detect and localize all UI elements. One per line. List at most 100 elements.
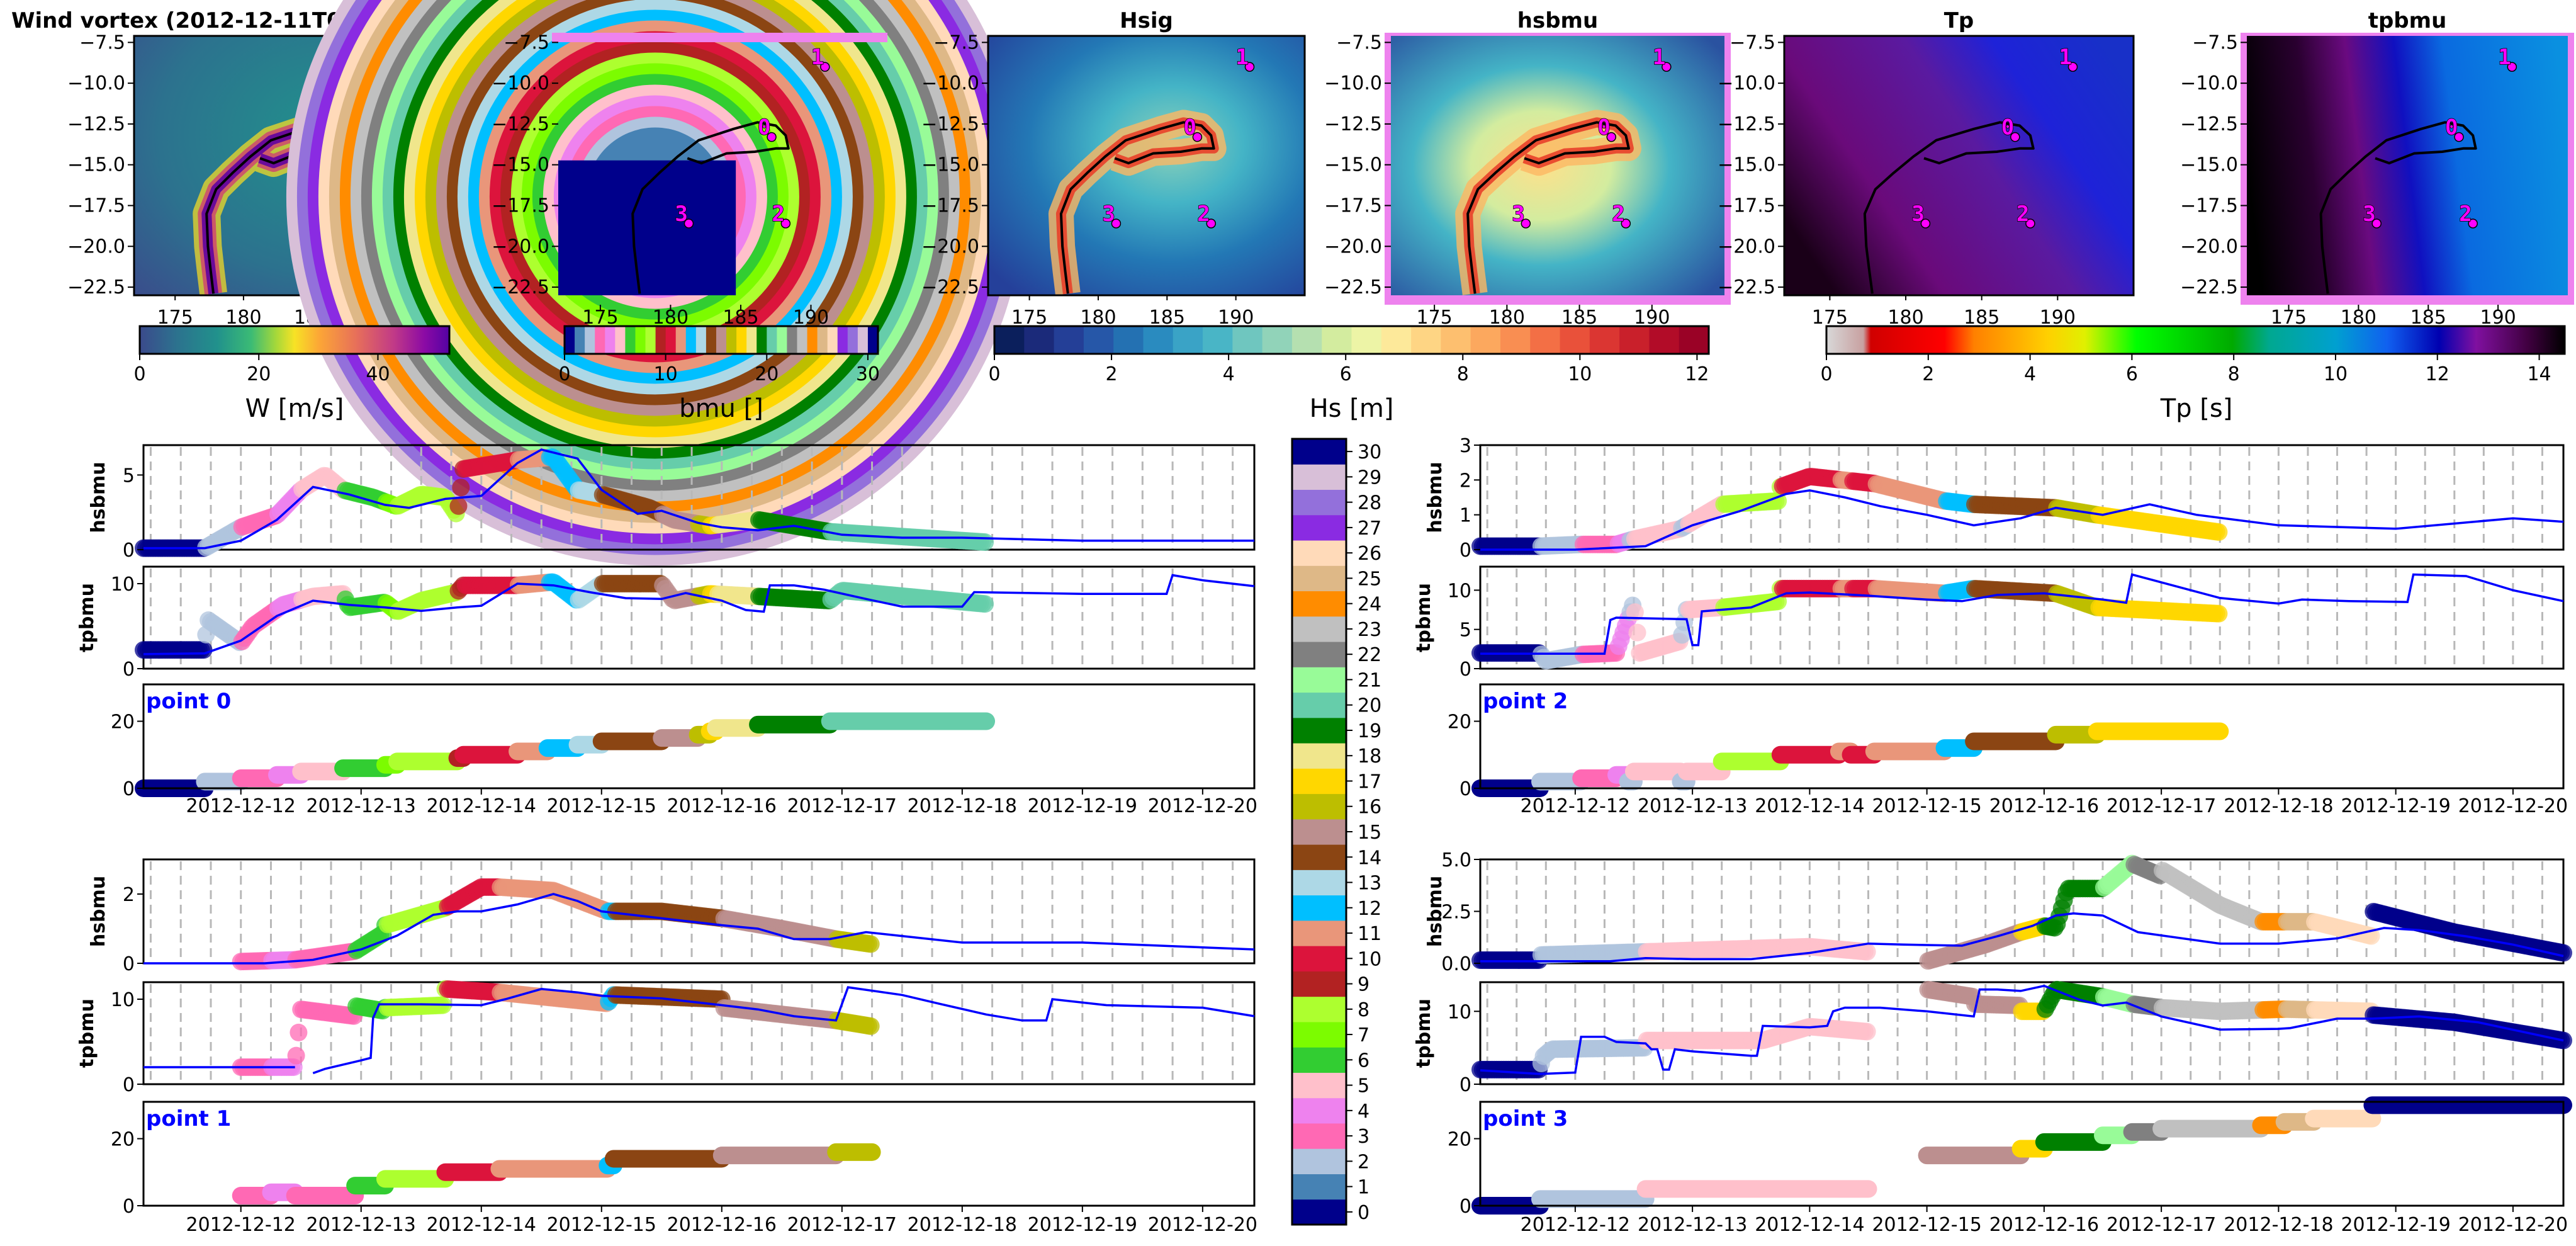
map-panel-tp: Tp 0 1 2 3 −7.5 −10.0 −12.5 −15.0 −17.5 −20.0 −22.5… xyxy=(1718,8,2135,329)
timeseries-point-1: 0 2 hsbmu 0 10 tpbmu 0 20 point 1 2012-12-12 2012-… xyxy=(76,858,1257,1236)
colorbar-tick: 5 xyxy=(1358,1075,1370,1097)
colorbar-tick: 13 xyxy=(1358,873,1381,895)
date-tick: 2012-12-12 xyxy=(186,795,296,817)
ytick: 20 xyxy=(1448,711,1471,733)
ytick: 5 xyxy=(123,465,135,487)
tpbmu-axes: 0 10 tpbmu xyxy=(1413,980,2572,1096)
ytick: 20 xyxy=(111,711,135,733)
colorbar-tick: 20 xyxy=(247,363,271,385)
map-xtick: 185 xyxy=(2410,307,2446,329)
colorbar-swatch-14 xyxy=(1292,844,1346,870)
point-marker-3 xyxy=(1521,218,1531,229)
bmu-axes: 0 20 point 3 2012-12-12 2012-12-13 2012-12-14… xyxy=(1448,1096,2572,1236)
colorbar-swatch-25 xyxy=(1292,565,1346,592)
colorbar-swatch-9 xyxy=(1292,971,1346,997)
ytick: 0 xyxy=(123,778,135,800)
point-marker-2 xyxy=(780,218,791,229)
map-title-tp: Tp xyxy=(1944,8,1974,33)
ylabel-tpbmu: tpbmu xyxy=(76,583,98,652)
bmu-marker xyxy=(1626,603,1644,621)
ytick: 0 xyxy=(1460,778,1471,800)
map-ytick: −7.5 xyxy=(1336,31,1382,54)
map-ytick: −17.5 xyxy=(921,195,979,217)
colorbar-tick: 15 xyxy=(1358,822,1381,844)
bmu-marker xyxy=(452,479,470,497)
map-xtick: 180 xyxy=(1887,307,1923,329)
ylabel-hsbmu: hsbmu xyxy=(87,876,110,947)
colorbar-tick: 17 xyxy=(1358,771,1381,793)
point-marker-0 xyxy=(1606,132,1617,142)
map-ytick: −22.5 xyxy=(921,276,979,298)
date-tick: 2012-12-13 xyxy=(307,1214,416,1236)
colorbar-tick: 20 xyxy=(755,363,779,385)
point-marker-3 xyxy=(2371,218,2382,229)
colorbar-label-hs: Hs [m] xyxy=(1310,394,1394,423)
ytick: 0 xyxy=(1460,1074,1471,1096)
ytick: 20 xyxy=(1448,1129,1471,1151)
map-xtick: 190 xyxy=(1634,307,1670,329)
point-marker-2 xyxy=(1621,218,1631,229)
date-tick: 2012-12-16 xyxy=(1989,795,2099,817)
colorbar-swatch-29 xyxy=(1292,464,1346,490)
date-tick: 2012-12-14 xyxy=(427,795,536,817)
ytick: 10 xyxy=(1448,1001,1471,1023)
hsbmu-axes: 0 2 hsbmu xyxy=(87,858,1256,975)
timeseries-point-3: 0.0 2.5 5.0 hsbmu 0 10 tpbmu 0 20 point 3 2012-12-… xyxy=(1413,849,2572,1236)
point-label-2: 2 xyxy=(772,201,784,227)
point-label-1: 1 xyxy=(2059,45,2071,70)
timeseries-point-0: 0 5 hsbmu 0 10 tpbmu 0 20 point 0 2012-12-12 2012-… xyxy=(76,444,1257,817)
colorbar-swatch-8 xyxy=(1292,996,1346,1022)
ytick: 10 xyxy=(111,574,135,596)
axes-frame xyxy=(142,444,1256,551)
colorbar-hs: 0 2 4 6 8 10 12 Hs [m] xyxy=(988,325,1710,423)
colorbar-tick: 0 xyxy=(1820,363,1832,385)
point-label-0: 0 xyxy=(2001,115,2014,140)
point-marker-2 xyxy=(1206,218,1217,229)
map-field xyxy=(1784,36,2134,295)
colorbar-tick: 22 xyxy=(1358,644,1381,666)
point-label: point 1 xyxy=(146,1106,231,1131)
ytick: 2 xyxy=(123,884,135,906)
point-label: point 3 xyxy=(1483,1106,1568,1131)
colorbar-tick: 21 xyxy=(1358,669,1381,691)
colorbar-tick: 7 xyxy=(1358,1024,1370,1046)
colorbar-swatch-5 xyxy=(1292,1072,1346,1099)
map-xtick: 185 xyxy=(1561,307,1597,329)
ytick: 10 xyxy=(111,989,135,1011)
point-label-3: 3 xyxy=(675,201,687,227)
bmu-vertical-colorbar: 0123456789101112131415161718192021222324… xyxy=(1291,438,1381,1226)
colorbar-tick: 27 xyxy=(1358,518,1381,540)
vortex-track xyxy=(631,121,790,294)
map-ytick: −7.5 xyxy=(1730,31,1775,54)
map-xtick: 180 xyxy=(225,307,261,329)
axes-frame xyxy=(142,1101,1256,1207)
ylabel-tpbmu: tpbmu xyxy=(1413,583,1435,652)
map-xtick: 190 xyxy=(793,307,829,329)
colorbar-tick: 24 xyxy=(1358,594,1381,616)
point-label-1: 1 xyxy=(2498,45,2511,70)
colorbar-tick: 4 xyxy=(1358,1101,1370,1123)
map-ytick: −20.0 xyxy=(2180,235,2238,258)
date-tick: 2012-12-20 xyxy=(2458,1214,2568,1236)
map-xtick: 175 xyxy=(1011,307,1047,329)
map-xtick: 190 xyxy=(1218,307,1254,329)
map-ytick: −17.5 xyxy=(67,195,125,217)
map-ytick: −7.5 xyxy=(503,31,549,54)
point-marker-1 xyxy=(2067,62,2078,72)
ytick: 20 xyxy=(111,1129,135,1151)
colorbar-tick: 11 xyxy=(1358,923,1381,945)
colorbar-tick: 30 xyxy=(1358,441,1381,463)
point-marker-2 xyxy=(2468,218,2478,229)
map-panel-bmu: bmu0123−7.5−10.0−12.5−15.0−17.5−20.0−22.… xyxy=(286,0,1024,566)
colorbar-bmu: 0 10 20 30 bmu [] xyxy=(558,325,880,423)
map-xtick: 175 xyxy=(157,307,193,329)
colorbar-tick: 19 xyxy=(1358,720,1381,742)
ytick: 0 xyxy=(1460,540,1471,562)
colorbar-tick: 1 xyxy=(1358,1177,1370,1199)
colorbar-tick: 0 xyxy=(133,363,145,385)
map-ytick: −7.5 xyxy=(2192,31,2238,54)
colorbar-label-bmu: bmu [] xyxy=(679,394,763,423)
map-ytick: −10.0 xyxy=(1718,72,1775,94)
colorbar-tick: 12 xyxy=(1685,363,1709,385)
